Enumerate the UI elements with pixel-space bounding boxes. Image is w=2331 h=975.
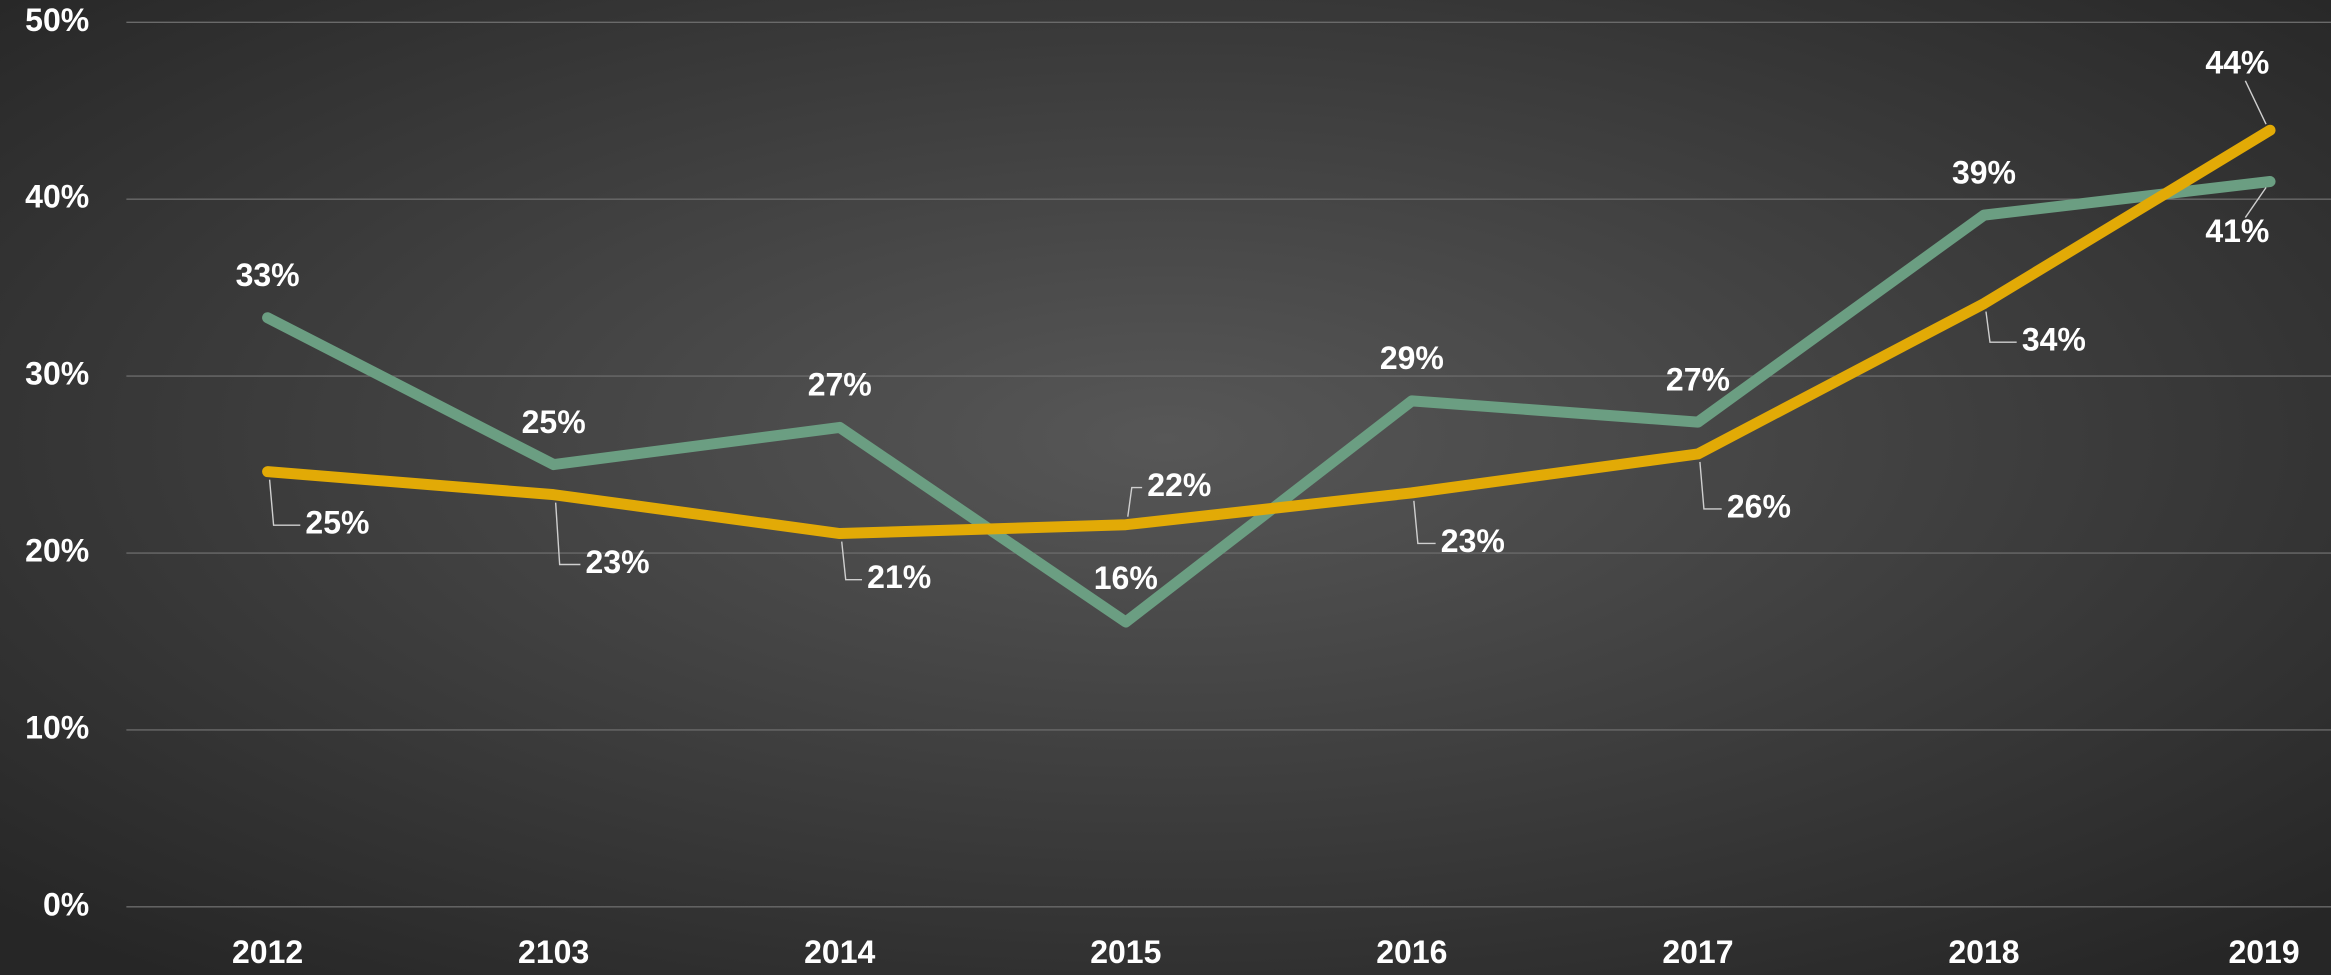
data-label: 27%	[1666, 361, 1730, 397]
data-label: 21%	[867, 559, 931, 595]
y-tick-label: 0%	[43, 886, 89, 922]
leader-line	[2244, 187, 2267, 218]
data-label: 25%	[522, 404, 586, 440]
y-tick-label: 40%	[25, 179, 89, 215]
y-tick-label: 20%	[25, 532, 89, 568]
leader-line	[1127, 486, 1143, 517]
x-tick-label: 2012	[232, 934, 303, 970]
x-tick-label: 2103	[518, 934, 589, 970]
x-tick-label: 2019	[2228, 934, 2299, 970]
data-label: 39%	[1952, 154, 2016, 190]
data-label: 34%	[2022, 322, 2086, 358]
y-tick-label: 10%	[25, 709, 89, 745]
x-tick-label: 2014	[804, 934, 875, 970]
x-tick-label: 2015	[1090, 934, 1161, 970]
data-label: 26%	[1727, 488, 1791, 524]
leader-line	[841, 541, 863, 581]
leader-line	[1699, 461, 1722, 510]
leader-line	[2244, 80, 2267, 125]
data-label: 23%	[586, 544, 650, 580]
data-label: 27%	[808, 367, 872, 403]
data-label: 23%	[1441, 523, 1505, 559]
leader-line	[1985, 311, 2017, 343]
leader-line	[268, 479, 301, 526]
data-label: 25%	[305, 505, 369, 541]
x-tick-label: 2017	[1662, 934, 1733, 970]
leader-line	[1413, 500, 1436, 545]
x-tick-label: 2018	[1948, 934, 2019, 970]
data-label: 44%	[2205, 44, 2269, 80]
series-line	[262, 124, 2276, 540]
data-label: 22%	[1147, 467, 1211, 503]
data-label: 41%	[2205, 213, 2269, 249]
data-label: 16%	[1094, 560, 1158, 596]
y-tick-label: 50%	[25, 2, 89, 38]
y-tick-label: 30%	[25, 356, 89, 392]
data-label: 33%	[236, 257, 300, 293]
x-tick-label: 2016	[1376, 934, 1447, 970]
data-label: 29%	[1380, 340, 1444, 376]
leader-line	[554, 502, 581, 566]
